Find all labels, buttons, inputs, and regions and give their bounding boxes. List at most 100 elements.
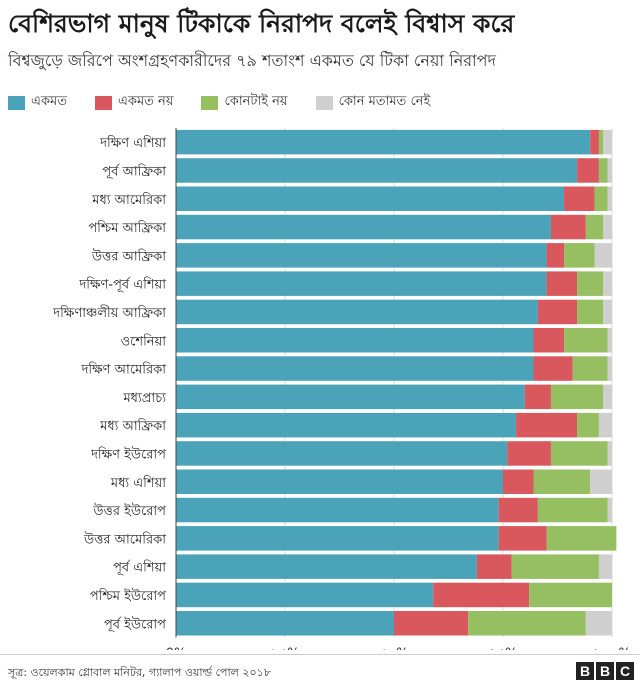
bar-segment (572, 356, 608, 381)
bar-segment (598, 412, 612, 438)
bar-segment (590, 129, 599, 155)
bar-segment (577, 158, 599, 183)
bar-segment (511, 554, 599, 579)
bar-segment (176, 384, 525, 410)
bar-segment (507, 441, 551, 466)
bar-segment (176, 611, 394, 636)
bar-segment (516, 412, 578, 438)
bar-segment (598, 554, 612, 579)
bar-segment (607, 441, 612, 466)
chart-subtitle: বিশ্বজুড়ে জরিপে অংশগ্রহণকারীদের ৭৯ শতাং… (8, 51, 496, 70)
bar-segment (537, 299, 578, 325)
bar-segment (585, 611, 612, 636)
bar-segment (533, 356, 573, 381)
footer-divider (0, 654, 640, 655)
legend-label-no-opinion: কোন মতামত নেই (338, 94, 431, 109)
bar-segment (585, 214, 604, 240)
bar-segment (476, 554, 512, 579)
bar-segment (176, 554, 477, 579)
bar-segment (603, 271, 612, 296)
bar-segment (524, 384, 551, 410)
category-label: মধ্য আফ্রিকা (99, 418, 166, 434)
x-tick-label: 0% (166, 646, 187, 650)
bar-segment (603, 384, 612, 410)
category-label: দক্ষিণ এশিয়া (99, 135, 166, 151)
legend: একমত একমত নয় কোনটাই নয় কোন মতামত নেই (8, 92, 458, 113)
bar-segment (607, 158, 612, 183)
bar-segment (176, 243, 547, 268)
category-label: দক্ষিণাঞ্চলীয় আফ্রিকা (52, 305, 166, 321)
legend-item-disagree: একমত নয় (94, 92, 174, 113)
x-tick-label: ৭৫% (488, 646, 517, 650)
legend-label-agree: একমত (31, 94, 67, 109)
bar-segment (607, 356, 612, 381)
category-label: পূর্ব এশিয়া (113, 560, 166, 576)
bar-segment (176, 469, 503, 494)
bbc-logo-letter: B (596, 662, 614, 680)
category-label: পশ্চিম ইউরোপ (90, 588, 166, 604)
category-label: দক্ষিণ ইউরোপ (90, 446, 166, 462)
bar-segment (607, 497, 612, 523)
legend-swatch-agree (8, 95, 25, 110)
category-label: মধ্য এশিয়া (110, 475, 166, 491)
bar-segment (577, 299, 604, 325)
legend-item-agree: একমত (8, 92, 67, 113)
category-label: ওশেনিয়া (121, 333, 167, 349)
bar-segment (176, 158, 578, 183)
bar-segment (590, 469, 612, 494)
bar-segment (176, 582, 434, 608)
bar-segment (550, 441, 608, 466)
bar-segment (598, 129, 604, 155)
bar-segment (503, 469, 534, 494)
bar-segment (546, 526, 617, 551)
bar-segment (176, 356, 534, 381)
bar-segment (607, 328, 612, 353)
bar-segment (533, 328, 565, 353)
category-label: পূর্ব ইউরোপ (104, 616, 166, 632)
bar-segment (546, 271, 578, 296)
bar-segment (468, 611, 586, 636)
chart-title: বেশিরভাগ মানুষ টিকাকে নিরাপদ বলেই বিশ্বা… (8, 9, 515, 38)
bar-segment (176, 328, 534, 353)
category-label: মধ্যপ্রাচ্য (122, 391, 166, 406)
bar-segment (529, 582, 612, 608)
stacked-bar-chart: 0% ২৫% ৫০% ৭৫% ১০০% দক্ষিণ এশিয়া পূর্ব আফ্রিক… (52, 128, 631, 650)
bar-segment (394, 611, 469, 636)
bar-segment (550, 384, 604, 410)
legend-swatch-no-opinion (315, 95, 333, 110)
bar-segment (176, 299, 538, 325)
legend-label-disagree: একমত নয় (117, 94, 174, 109)
bar-segment (537, 497, 608, 523)
bar-segment (176, 271, 547, 296)
bbc-logo: B B C (574, 662, 634, 680)
bar-segment (598, 158, 608, 183)
bar-segment (176, 214, 551, 240)
bar-segment (176, 441, 508, 466)
bar-segment (546, 243, 565, 268)
bar-segment (550, 214, 586, 240)
category-label: উত্তর ইউরোপ (92, 503, 166, 519)
legend-label-neither: কোনটাই নয় (224, 94, 288, 109)
bar-segment (564, 328, 608, 353)
bar-segment (603, 214, 612, 240)
legend-item-no-opinion: কোন মতামত নেই (315, 92, 431, 113)
bar-segment (594, 243, 612, 268)
x-tick-label: ১০০% (593, 646, 631, 650)
bar-segment (498, 526, 547, 551)
legend-swatch-neither (201, 95, 219, 110)
x-tick-label: ২৫% (270, 646, 299, 650)
category-label: পশ্চিম আফ্রিকা (88, 220, 166, 236)
bar-segment (594, 186, 608, 211)
bar-segment (176, 526, 499, 551)
bar-segment (564, 243, 595, 268)
category-label: পূর্ব আফ্রিকা (102, 163, 166, 179)
bar-segment (577, 271, 604, 296)
x-tick-label: ৫০% (379, 646, 408, 650)
bar-segment (603, 299, 612, 325)
category-label: উত্তর আমেরিকা (83, 531, 166, 547)
bar-segment (176, 412, 517, 438)
bar-segment (564, 186, 595, 211)
category-label: উত্তর আফ্রিকা (91, 248, 166, 264)
bar-segment (603, 129, 612, 155)
bar-segment (176, 186, 565, 211)
